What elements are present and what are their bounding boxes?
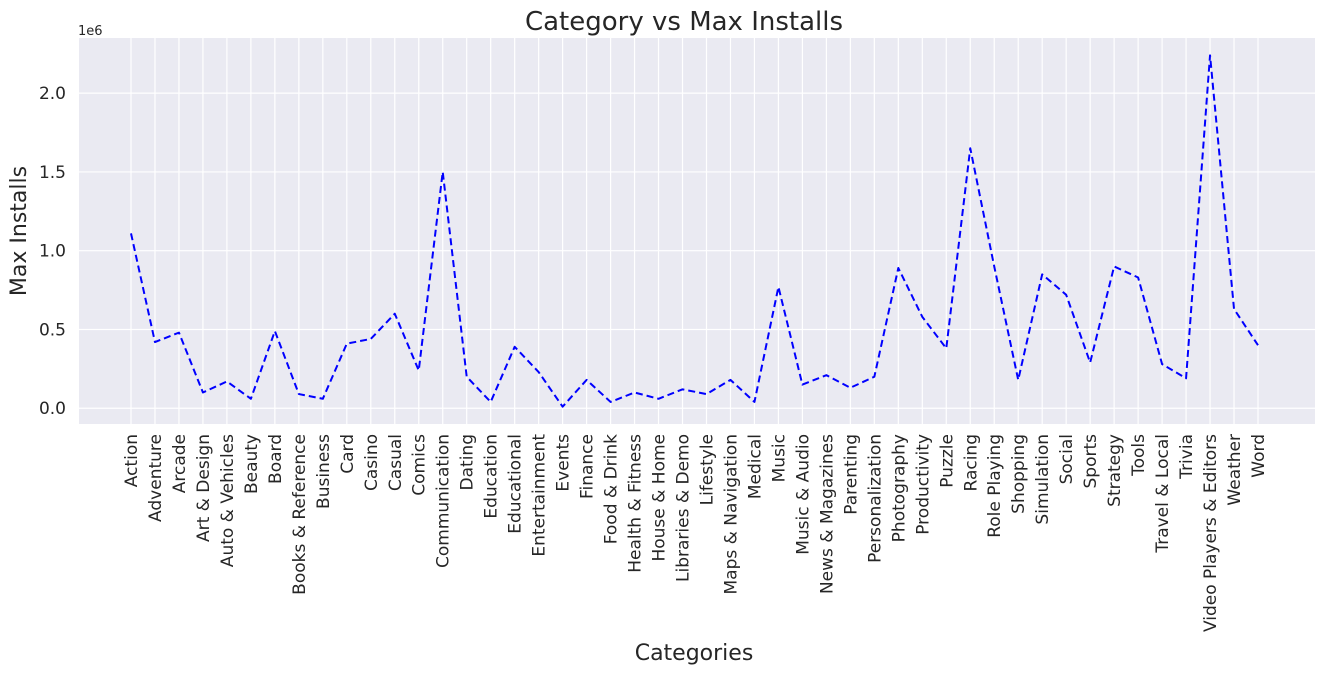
x-tick-label: Entertainment xyxy=(530,434,550,557)
x-tick-label: Productivity xyxy=(913,434,933,535)
x-tick-label: Auto & Vehicles xyxy=(218,434,238,567)
x-tick-label: Photography xyxy=(889,434,909,542)
x-tick-label: Racing xyxy=(961,434,981,492)
x-tick-label: Adventure xyxy=(146,434,166,522)
x-tick-label: Casual xyxy=(386,434,406,491)
x-tick-label: Music & Audio xyxy=(793,434,813,555)
x-tick-label: Social xyxy=(1057,434,1077,484)
y-tick-label: 1.0 xyxy=(39,242,66,262)
series-line xyxy=(130,54,1259,408)
x-tick-label: Travel & Local xyxy=(1153,434,1173,554)
x-tick-label: Beauty xyxy=(242,434,262,494)
y-axis-label: Max Installs xyxy=(7,166,32,296)
x-tick-label: Medical xyxy=(745,434,765,499)
x-tick-label: Role Playing xyxy=(985,434,1005,538)
x-tick-label: House & Home xyxy=(650,434,670,562)
x-tick-label: Music xyxy=(769,434,789,482)
x-tick-label: Business xyxy=(314,434,334,509)
x-tick-label: Word xyxy=(1249,434,1269,478)
x-tick-label: News & Magazines xyxy=(817,434,837,594)
y-tick-label: 0.5 xyxy=(39,320,66,340)
x-tick-label: Board xyxy=(266,434,286,484)
y-tick-label: 0.0 xyxy=(39,399,66,419)
x-tick-label: Weather xyxy=(1225,434,1245,506)
x-tick-label: Puzzle xyxy=(937,434,957,488)
x-tick-label: Communication xyxy=(434,434,454,568)
x-tick-label: Lifestyle xyxy=(697,434,717,505)
x-tick-label: Simulation xyxy=(1033,434,1053,525)
x-tick-label: Health & Fitness xyxy=(626,434,646,573)
y-tick-label: 2.0 xyxy=(39,84,66,104)
x-tick-label: Personalization xyxy=(865,434,885,563)
x-tick-label: Sports xyxy=(1081,434,1101,489)
x-tick-label: Finance xyxy=(578,434,598,499)
x-tick-label: Trivia xyxy=(1177,434,1197,480)
x-tick-label: Casino xyxy=(362,434,382,491)
x-tick-label: Card xyxy=(338,434,358,474)
y-tick-label: 1.5 xyxy=(39,163,66,183)
y-tick-labels: 0.0 0.5 1.0 1.5 2.0 xyxy=(39,84,66,419)
plot-area xyxy=(79,38,1315,424)
x-tick-label: Strategy xyxy=(1105,434,1125,507)
grid-lines xyxy=(79,38,1315,424)
x-tick-label: Books & Reference xyxy=(290,434,310,595)
x-tick-label: Dating xyxy=(458,434,478,490)
x-tick-label: Maps & Navigation xyxy=(721,434,741,595)
x-tick-label: Parenting xyxy=(841,434,861,515)
x-tick-label: Comics xyxy=(410,434,430,496)
x-tick-labels: Action Adventure Arcade Art & Design Auto & … xyxy=(122,434,1269,632)
x-axis-label: Categories xyxy=(635,641,754,666)
x-tick-label: Action xyxy=(122,434,142,487)
x-tick-label: Libraries & Demo xyxy=(674,434,694,582)
chart-title: Category vs Max Installs xyxy=(525,7,843,37)
x-tick-label: Shopping xyxy=(1009,434,1029,514)
x-tick-label: Events xyxy=(554,434,574,492)
x-tick-label: Tools xyxy=(1129,434,1149,477)
x-tick-label: Food & Drink xyxy=(602,434,622,544)
x-tick-label: Education xyxy=(482,434,502,519)
y-offset-label: 1e6 xyxy=(78,24,103,39)
x-tick-label: Arcade xyxy=(170,434,190,493)
x-tick-label: Video Players & Editors xyxy=(1201,434,1221,632)
x-tick-label: Art & Design xyxy=(194,434,214,542)
x-tick-label: Educational xyxy=(506,434,526,534)
